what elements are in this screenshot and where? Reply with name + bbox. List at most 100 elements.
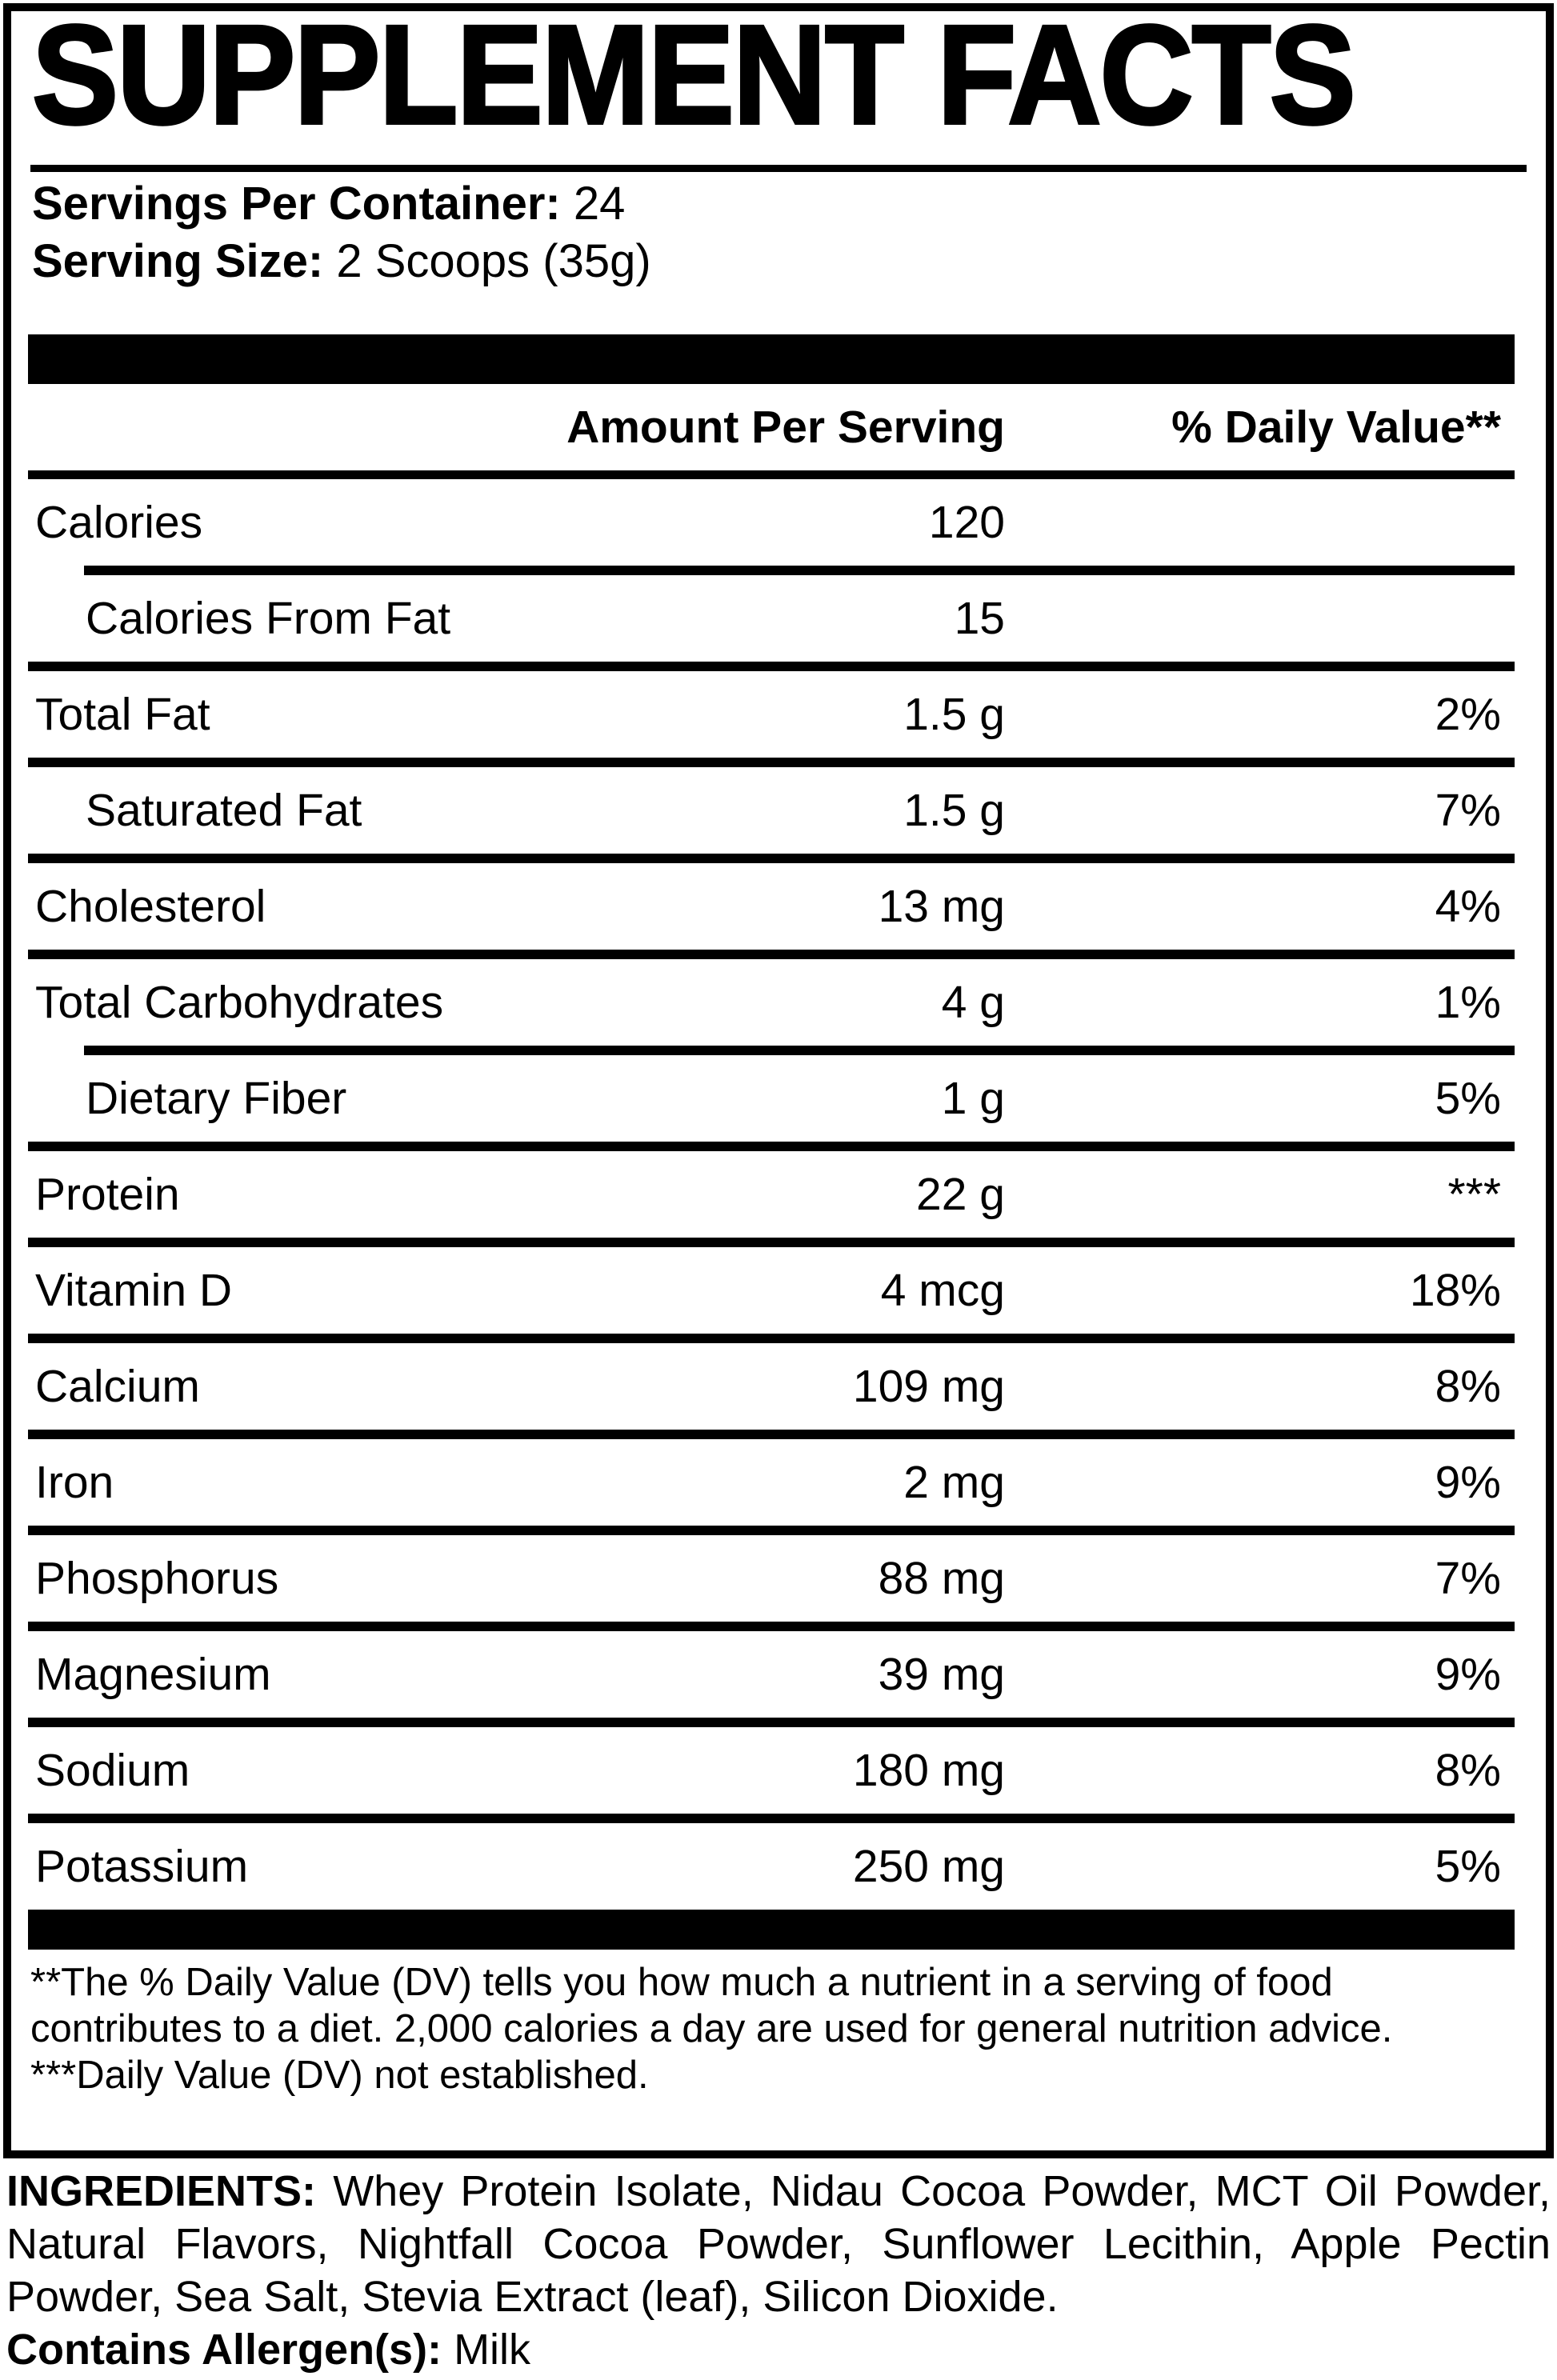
table-row: Sodium 180 mg 8%	[11, 1727, 1546, 1814]
row-label: Total Fat	[35, 689, 210, 740]
row-separator	[28, 758, 1515, 767]
table-row: Potassium 250 mg 5%	[11, 1823, 1546, 1910]
row-dv: 18%	[1409, 1265, 1501, 1316]
row-amount: 180 mg	[852, 1745, 1005, 1796]
header-amount-per-serving: Amount Per Serving	[566, 402, 1005, 453]
row-label: Phosphorus	[35, 1553, 279, 1604]
row-separator	[28, 1814, 1515, 1823]
row-dv: 1%	[1435, 977, 1501, 1028]
row-separator	[28, 1718, 1515, 1727]
row-amount: 39 mg	[878, 1649, 1005, 1700]
allergen-label: Contains Allergen(s):	[6, 2326, 442, 2374]
row-amount: 2 mg	[903, 1457, 1005, 1508]
footnotes: **The % Daily Value (DV) tells you how m…	[11, 1950, 1546, 2098]
row-amount: 1.5 g	[903, 689, 1005, 740]
serving-info: Servings Per Container: 24 Serving Size:…	[32, 175, 1546, 290]
table-row: Calories 120	[11, 479, 1546, 566]
table-row: Calcium 109 mg 8%	[11, 1343, 1546, 1430]
row-dv: 7%	[1435, 1553, 1501, 1604]
row-amount: 13 mg	[878, 881, 1005, 932]
row-label: Cholesterol	[35, 881, 266, 932]
row-label: Protein	[35, 1169, 180, 1220]
facts-panel: SUPPLEMENT FACTS Servings Per Container:…	[3, 3, 1554, 2158]
row-amount: 250 mg	[852, 1841, 1005, 1892]
row-label: Calcium	[35, 1361, 200, 1412]
allergen-value: Milk	[454, 2326, 531, 2374]
row-separator	[28, 1334, 1515, 1343]
row-label: Vitamin D	[35, 1265, 233, 1316]
ingredients-label: INGREDIENTS:	[6, 2167, 317, 2215]
row-amount: 109 mg	[852, 1361, 1005, 1412]
table-row: Total Fat 1.5 g 2%	[11, 671, 1546, 758]
row-amount: 4 mcg	[880, 1265, 1005, 1316]
row-separator	[84, 566, 1515, 575]
row-dv: 9%	[1435, 1457, 1501, 1508]
thick-bar-top	[28, 334, 1515, 384]
row-label: Iron	[35, 1457, 114, 1508]
panel-title: SUPPLEMENT FACTS	[30, 0, 1357, 154]
row-amount: 15	[954, 593, 1005, 644]
table-header-row: Amount Per Serving % Daily Value**	[11, 384, 1546, 470]
row-separator	[28, 1142, 1515, 1151]
allergen-line: Contains Allergen(s): Milk	[6, 2323, 1551, 2376]
footnote-daily-value: **The % Daily Value (DV) tells you how m…	[30, 1961, 1393, 2050]
row-label: Calories	[35, 497, 203, 548]
row-label: Dietary Fiber	[86, 1073, 347, 1124]
servings-per-container-label: Servings Per Container:	[32, 178, 561, 230]
table-row: Saturated Fat 1.5 g 7%	[11, 767, 1546, 854]
row-label: Saturated Fat	[86, 785, 362, 836]
row-amount: 88 mg	[878, 1553, 1005, 1604]
row-amount: 120	[928, 497, 1005, 548]
ingredients-section: INGREDIENTS: Whey Protein Isolate, Nidau…	[6, 2165, 1551, 2376]
row-separator	[28, 854, 1515, 863]
row-label: Calories From Fat	[86, 593, 451, 644]
serving-size-label: Serving Size:	[32, 235, 324, 287]
row-dv: 8%	[1435, 1745, 1501, 1796]
servings-per-container-value: 24	[573, 178, 626, 230]
row-dv: 5%	[1435, 1841, 1501, 1892]
row-separator	[28, 662, 1515, 671]
row-dv: 7%	[1435, 785, 1501, 836]
table-row: Calories From Fat 15	[11, 575, 1546, 662]
header-daily-value: % Daily Value**	[1171, 402, 1501, 453]
table-row: Dietary Fiber 1 g 5%	[11, 1055, 1546, 1142]
table-row: Protein 22 g ***	[11, 1151, 1546, 1238]
servings-per-container: Servings Per Container: 24	[32, 175, 1546, 233]
row-separator	[28, 1430, 1515, 1439]
row-label: Potassium	[35, 1841, 249, 1892]
row-dv: 5%	[1435, 1073, 1501, 1124]
thick-bar-bottom	[28, 1910, 1515, 1950]
row-amount: 1 g	[941, 1073, 1005, 1124]
row-dv: 9%	[1435, 1649, 1501, 1700]
ingredients-text: Whey Protein Isolate, Nidau Cocoa Powder…	[6, 2167, 1551, 2321]
row-separator	[84, 1046, 1515, 1055]
row-amount: 1.5 g	[903, 785, 1005, 836]
table-row: Iron 2 mg 9%	[11, 1439, 1546, 1526]
row-separator	[28, 950, 1515, 959]
serving-size: Serving Size: 2 Scoops (35g)	[32, 233, 1546, 290]
serving-size-value: 2 Scoops (35g)	[336, 235, 651, 287]
row-separator	[28, 1622, 1515, 1631]
row-dv: 2%	[1435, 689, 1501, 740]
footnote-dv-not-established: ***Daily Value (DV) not established.	[30, 2054, 649, 2097]
row-dv: 4%	[1435, 881, 1501, 932]
row-dv: 8%	[1435, 1361, 1501, 1412]
row-dv: ***	[1447, 1169, 1501, 1220]
header-divider	[28, 470, 1515, 479]
ingredients-paragraph: INGREDIENTS: Whey Protein Isolate, Nidau…	[6, 2165, 1551, 2323]
row-label: Sodium	[35, 1745, 190, 1796]
row-amount: 4 g	[941, 977, 1005, 1028]
nutrition-rows: Calories 120 Calories From Fat 15 Total Fat 1…	[11, 479, 1546, 1910]
row-amount: 22 g	[916, 1169, 1005, 1220]
title-divider	[30, 165, 1527, 172]
table-row: Cholesterol 13 mg 4%	[11, 863, 1546, 950]
table-row: Phosphorus 88 mg 7%	[11, 1535, 1546, 1622]
row-label: Magnesium	[35, 1649, 271, 1700]
row-label: Total Carbohydrates	[35, 977, 444, 1028]
table-row: Magnesium 39 mg 9%	[11, 1631, 1546, 1718]
row-separator	[28, 1238, 1515, 1247]
table-row: Vitamin D 4 mcg 18%	[11, 1247, 1546, 1334]
row-separator	[28, 1526, 1515, 1535]
table-row: Total Carbohydrates 4 g 1%	[11, 959, 1546, 1046]
